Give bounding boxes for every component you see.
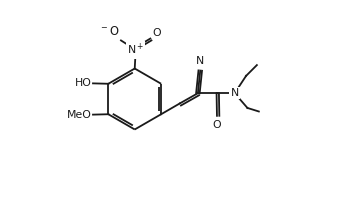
Text: N: N — [230, 88, 239, 98]
Text: N: N — [230, 88, 239, 98]
Text: N$\mathsf{^+}$: N$\mathsf{^+}$ — [127, 42, 144, 57]
Text: N: N — [196, 56, 204, 66]
Text: $\mathsf{^-}$O: $\mathsf{^-}$O — [99, 25, 120, 38]
Text: MeO: MeO — [67, 110, 92, 120]
Text: N$\mathsf{^+}$: N$\mathsf{^+}$ — [127, 42, 144, 57]
Text: O: O — [153, 28, 161, 38]
Text: O: O — [213, 120, 221, 130]
Text: HO: HO — [75, 78, 92, 88]
